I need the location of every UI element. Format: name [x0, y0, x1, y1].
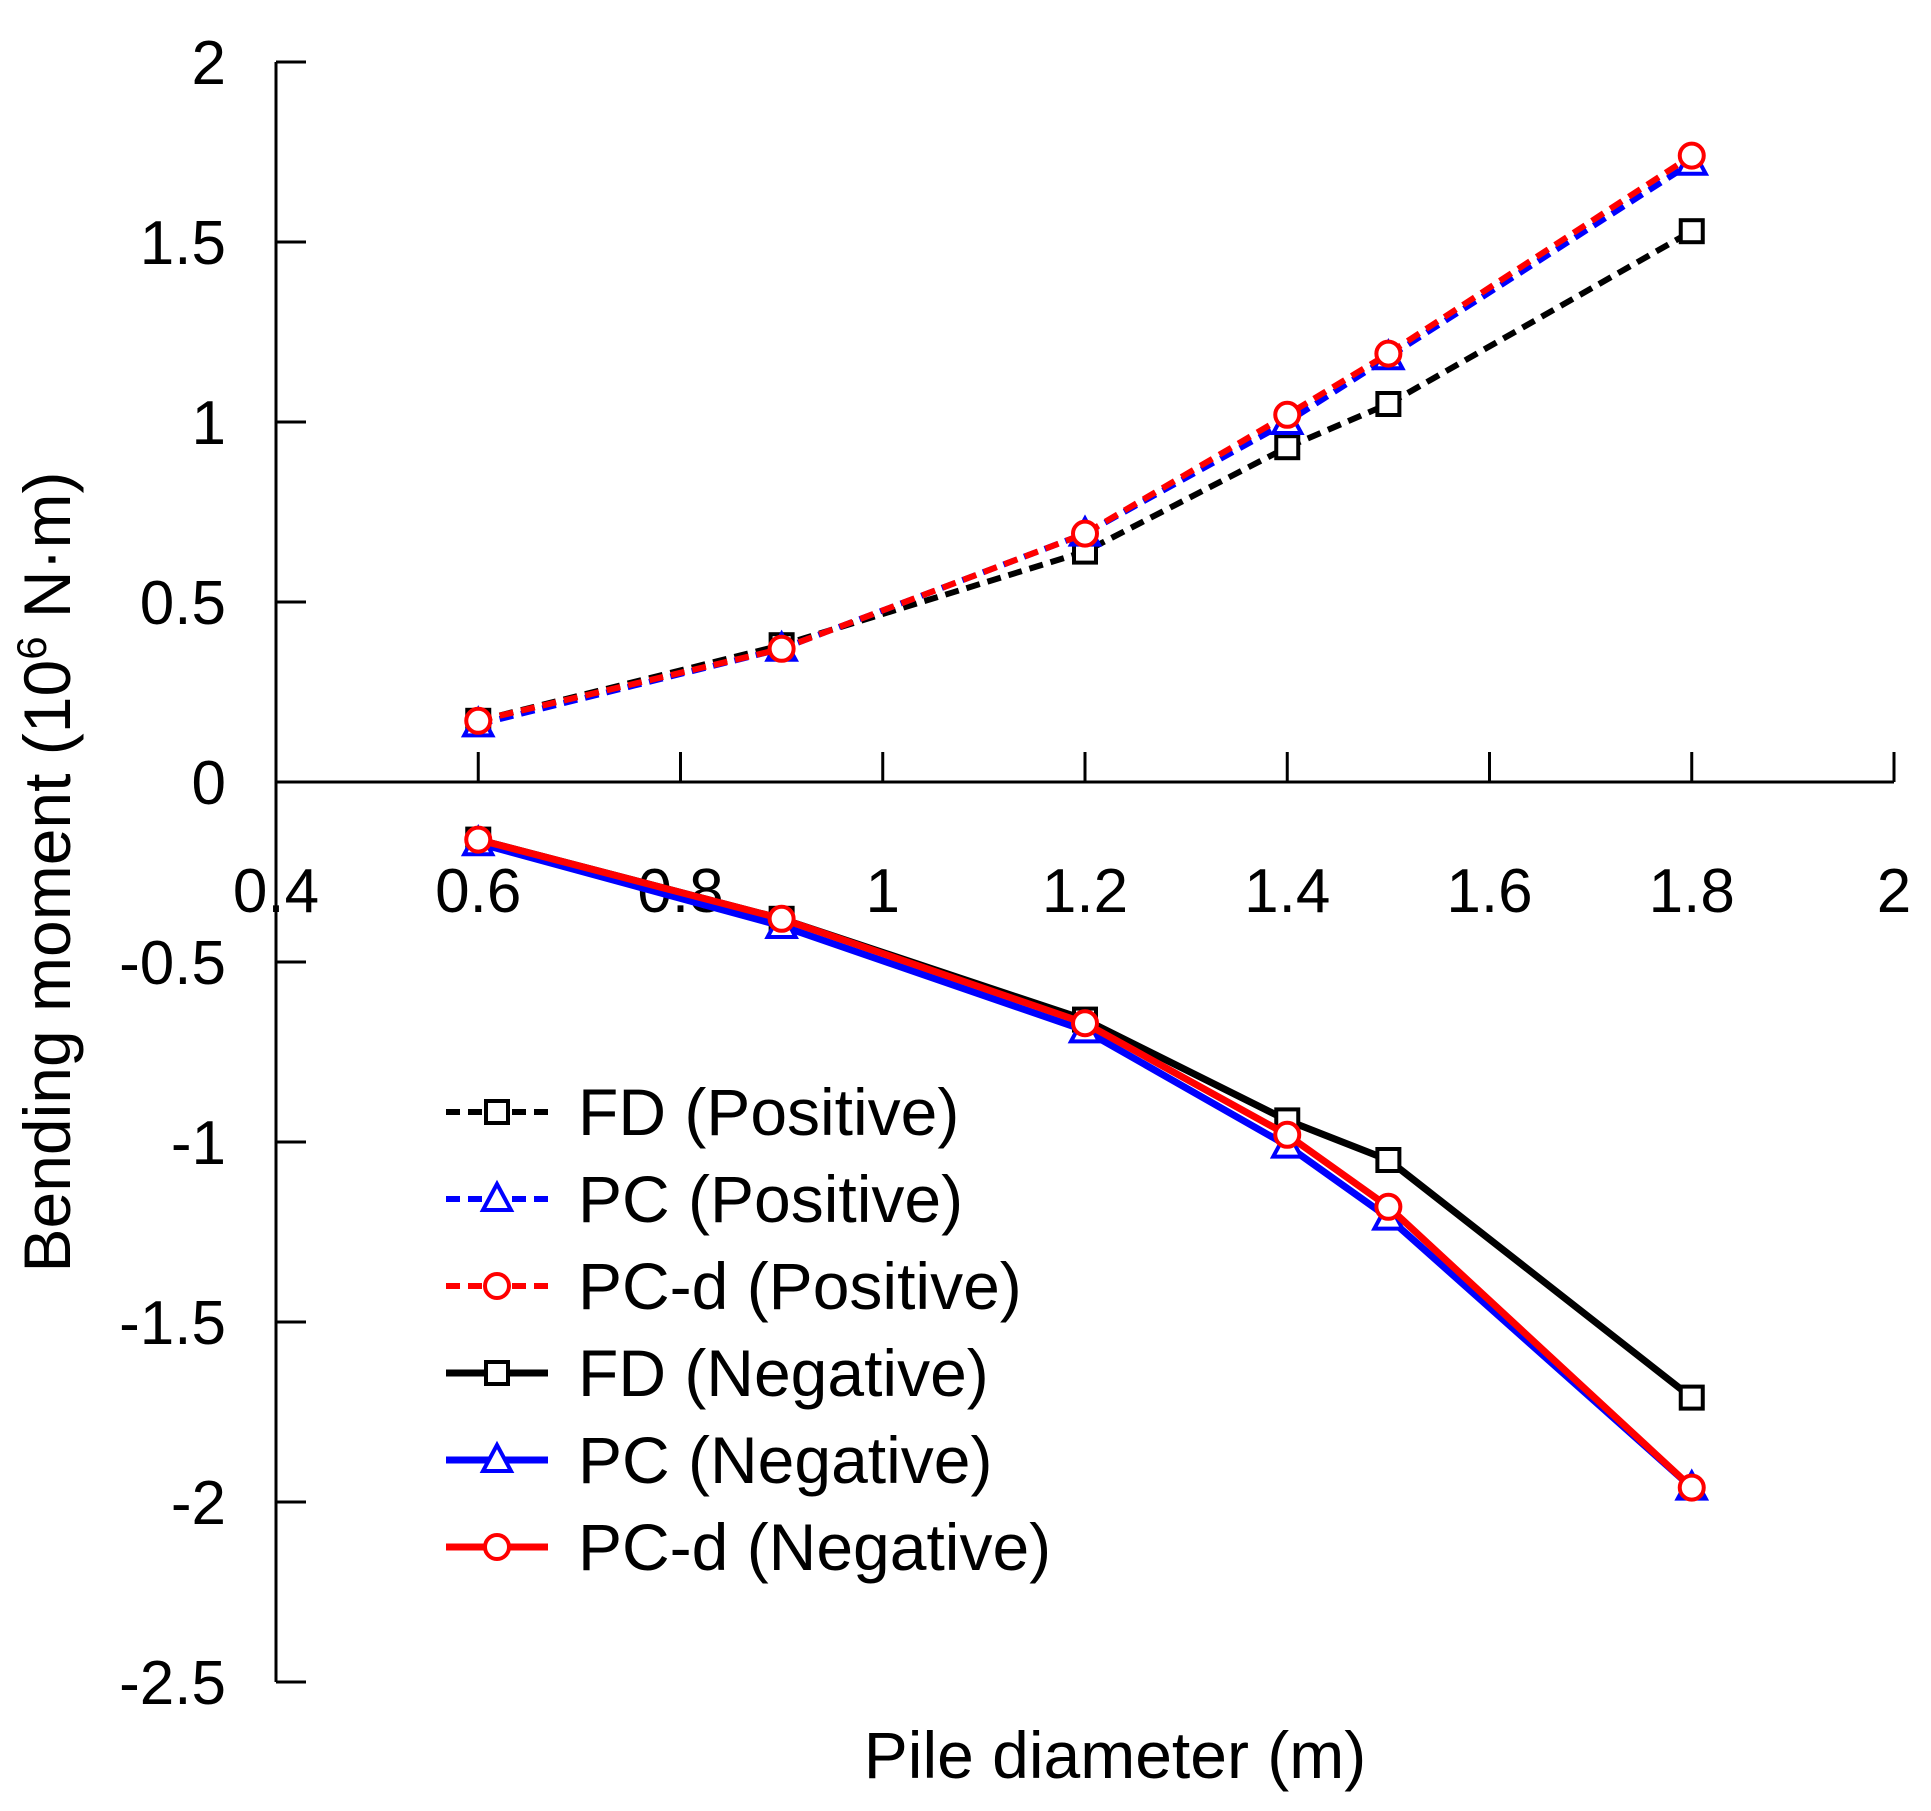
series-line	[477, 228, 1694, 724]
data-point	[1375, 391, 1402, 417]
legend-label: FD (Negative)	[578, 1336, 989, 1410]
series-pc-positive	[460, 143, 1710, 738]
y-tick-label: -2	[171, 1469, 226, 1538]
y-tick-label: 1.5	[140, 209, 226, 278]
data-point	[1375, 1147, 1402, 1173]
y-tick-label: -1.5	[119, 1289, 226, 1358]
series-line	[477, 836, 1695, 1491]
y-tick-label: -0.5	[119, 929, 226, 998]
x-tick-label: 1.4	[1244, 857, 1330, 926]
data-point	[464, 825, 493, 854]
x-axis-ticks: 0.4 0.6 0.8 1 1.2 1.4 1.6 1.8 2	[233, 752, 1911, 926]
series-line	[477, 839, 1695, 1491]
data-point	[464, 706, 493, 735]
data-point	[1071, 1009, 1099, 1038]
y-tick-label: 2	[192, 29, 226, 98]
data-point	[1678, 1384, 1705, 1411]
y-axis-title-main: Bending moment (10	[10, 660, 84, 1273]
data-point	[767, 634, 796, 663]
legend-label: PC-d (Positive)	[578, 1249, 1022, 1323]
data-point	[1374, 339, 1403, 368]
data-point	[1071, 519, 1099, 548]
data-point	[1677, 1473, 1706, 1502]
legend-marker	[484, 1099, 510, 1125]
y-axis-title-superscript: 6	[8, 636, 55, 659]
y-axis-ticks: 2 1.5 1 0.5 0 -0.5 -1 -1.5 -2 -2.5	[119, 29, 306, 1718]
series-line	[477, 160, 1694, 728]
x-tick-label: 0.4	[233, 857, 319, 926]
series-layer	[460, 141, 1710, 1502]
y-tick-label: 1	[192, 389, 226, 458]
data-point	[1374, 1192, 1403, 1221]
data-point	[1677, 141, 1706, 170]
series-line	[477, 153, 1694, 724]
x-tick-label: 1.6	[1446, 857, 1532, 926]
data-point	[1678, 218, 1705, 245]
x-tick-label: 2	[1877, 857, 1911, 926]
data-point	[1274, 434, 1301, 461]
data-point	[1273, 1120, 1302, 1149]
y-axis-title-tail: N·m)	[10, 472, 84, 637]
y-tick-label: -1	[171, 1109, 226, 1178]
legend-label: FD (Positive)	[578, 1075, 959, 1149]
legend-label: PC-d (Negative)	[578, 1510, 1051, 1584]
x-tick-label: 1	[866, 857, 900, 926]
y-tick-label: 0	[192, 749, 226, 818]
legend-label: PC (Negative)	[578, 1423, 992, 1497]
x-tick-label: 1.8	[1649, 857, 1735, 926]
series-fd-positive	[465, 218, 1705, 734]
series-pc-d-positive	[464, 141, 1706, 735]
series-pc-d-negative	[464, 825, 1706, 1502]
data-point	[767, 904, 796, 933]
y-axis-title: Bending moment (106 N·m)	[8, 472, 84, 1273]
legend-label: PC (Positive)	[578, 1162, 963, 1236]
legend-marker	[479, 1440, 515, 1473]
legend-marker	[483, 1272, 511, 1300]
legend-marker	[483, 1533, 511, 1561]
y-tick-label: -2.5	[119, 1649, 226, 1718]
x-axis-title: Pile diameter (m)	[864, 1718, 1366, 1792]
x-tick-label: 0.6	[435, 857, 521, 926]
legend: FD (Positive) PC (Positive) PC-d (Positive…	[446, 1075, 1051, 1584]
data-point	[1273, 400, 1302, 429]
legend-marker	[484, 1360, 510, 1386]
legend-marker	[479, 1179, 515, 1212]
y-tick-label: 0.5	[140, 569, 226, 638]
x-tick-label: 1.2	[1042, 857, 1128, 926]
